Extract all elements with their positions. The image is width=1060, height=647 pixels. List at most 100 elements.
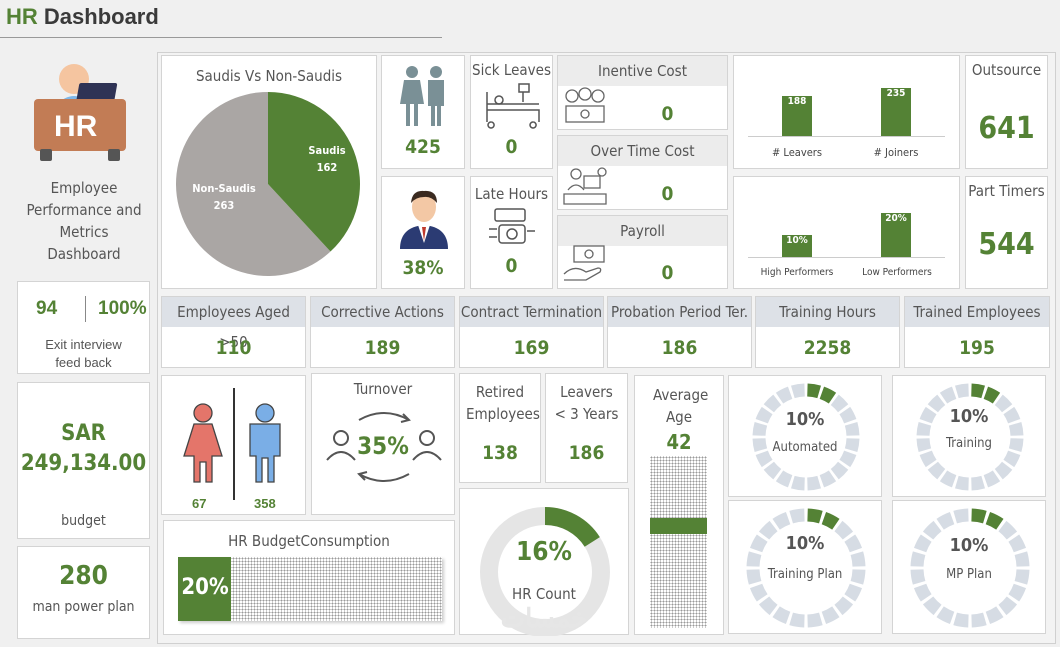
people-icon (400, 66, 444, 126)
ring-segment (775, 470, 793, 488)
ring-segment (819, 386, 837, 404)
leavers-label: # Leavers (771, 146, 823, 159)
ring-segment (955, 475, 969, 491)
ring-segment (922, 596, 942, 616)
exit-interview-percent: 100% (98, 298, 147, 319)
watch-hand-icon (489, 208, 535, 244)
brand-panel: HR Employee Performance and Metrics Dash… (16, 55, 152, 275)
ring-segment (791, 383, 805, 399)
ring-segment (994, 394, 1013, 413)
overtime-header (558, 136, 727, 166)
turnover-cycle-icon (326, 412, 442, 482)
ring-segment (913, 534, 932, 553)
manager-percent-card: 38% (381, 176, 465, 289)
training-plan-value: 10% (785, 533, 825, 554)
ring-segment (807, 612, 823, 628)
ring-segment (789, 508, 805, 524)
ring-segment (758, 520, 778, 540)
kpi-employees-aged: Employees Aged >50 110 (161, 296, 306, 368)
training-plan-ring (746, 508, 866, 628)
outsource-title: Outsource (971, 61, 1042, 79)
ring-segment (752, 438, 768, 452)
kpi-title: Training Hours (756, 297, 899, 327)
ring-segment (939, 470, 957, 488)
hr-count-value: 16% (516, 537, 572, 567)
high-performers-bar: 10% (782, 235, 812, 257)
ring-segment (830, 461, 849, 480)
leavers-3-years-title: Leavers < 3 Years (554, 383, 619, 423)
gender-divider (233, 388, 235, 500)
ring-segment (844, 438, 860, 452)
hr-count-card: 16% HR Count خمسات (459, 488, 629, 636)
leavers-bar: 188 (782, 96, 812, 136)
turnover-card: Turnover 35% (311, 373, 455, 515)
ring-segment (1008, 422, 1024, 436)
kpi-value: 169 (513, 337, 550, 359)
ring-segment (844, 534, 863, 553)
ring-segment (775, 386, 793, 404)
ring-segment (749, 583, 768, 602)
ring-segment (834, 520, 854, 540)
budget-currency: SAR (61, 421, 106, 446)
ring-segment (749, 534, 768, 553)
kpi-value: 110 (215, 337, 252, 359)
average-age-bar (650, 456, 707, 628)
kpi-title: Probation Period Ter. (608, 297, 751, 327)
overtime-card: Over Time Cost 0 (557, 135, 728, 210)
businessman-icon (400, 190, 448, 249)
ring-segment (746, 569, 762, 585)
budget-consumption-fill (178, 557, 231, 621)
hr-count-arc (544, 507, 600, 548)
saudis-chart-title: Saudis Vs Non-Saudis (195, 67, 343, 85)
ring-segment (916, 438, 932, 452)
kpi-contract-termination: Contract Termination 169 (459, 296, 604, 368)
payroll-card: Payroll 0 (557, 215, 728, 289)
exit-interview-label: Exit interview feed back (45, 337, 122, 370)
kpi-value: 186 (661, 337, 698, 359)
mp-plan-label: MP Plan (946, 567, 992, 582)
ring-segment (772, 511, 791, 530)
ring-segment (983, 386, 1001, 404)
ring-segment (834, 596, 854, 616)
part-timers-title: Part Timers (968, 182, 1045, 200)
gender-card: 67 358 (161, 375, 306, 515)
low-performers-value: 20% (885, 213, 907, 224)
ring-segment (910, 569, 926, 585)
ring-segment (1008, 438, 1024, 452)
ring-segment (985, 511, 1004, 530)
kpi-title: Contract Termination (460, 297, 603, 327)
pie-label-non-saudis: Non-Saudis (192, 182, 256, 195)
ring-segment (936, 606, 955, 625)
joiners-bar-value: 235 (886, 88, 906, 99)
ring-segment (910, 551, 926, 567)
kpi-title: Trained Employees (905, 297, 1049, 327)
ring-segment (955, 383, 969, 399)
ring-segment (998, 596, 1018, 616)
donut-mp-plan: 10% MP Plan (892, 500, 1046, 634)
hr-logo-text: HR (54, 110, 98, 143)
budget-consumption-card: HR BudgetConsumption 20% (163, 520, 455, 635)
budget-amount: 249,134.00 (20, 451, 147, 476)
kpi-trained-employees: Trained Employees 195 (904, 296, 1050, 368)
budget-card: SAR 249,134.00 budget (17, 382, 150, 539)
ring-segment (927, 394, 946, 413)
kpi-training-hours: Training Hours 2258 (755, 296, 900, 368)
ring-segment (971, 475, 985, 491)
hr-logo-icon (34, 64, 126, 161)
page-title: HR Dashboard (6, 4, 159, 30)
ring-segment (850, 569, 866, 585)
ring-segment (850, 551, 866, 567)
part-timers-value: 544 (978, 227, 1035, 262)
donut-training-plan: 10% Training Plan (728, 500, 882, 634)
ring-segment (830, 394, 849, 413)
ring-segment (839, 450, 857, 468)
exit-interview-divider (85, 296, 86, 322)
ring-segment (1008, 534, 1027, 553)
incentive-card: Inentive Cost 0 (557, 55, 728, 130)
saudis-chart-card: Saudis Vs Non-Saudis Saudis 162 Non-Saud… (161, 55, 377, 289)
sick-leaves-value: 0 (505, 136, 518, 158)
ring-segment (983, 470, 1001, 488)
ring-segment (1014, 569, 1030, 585)
joiners-bar: 235 (881, 88, 911, 136)
pie-label-saudis: Saudis (308, 144, 345, 157)
